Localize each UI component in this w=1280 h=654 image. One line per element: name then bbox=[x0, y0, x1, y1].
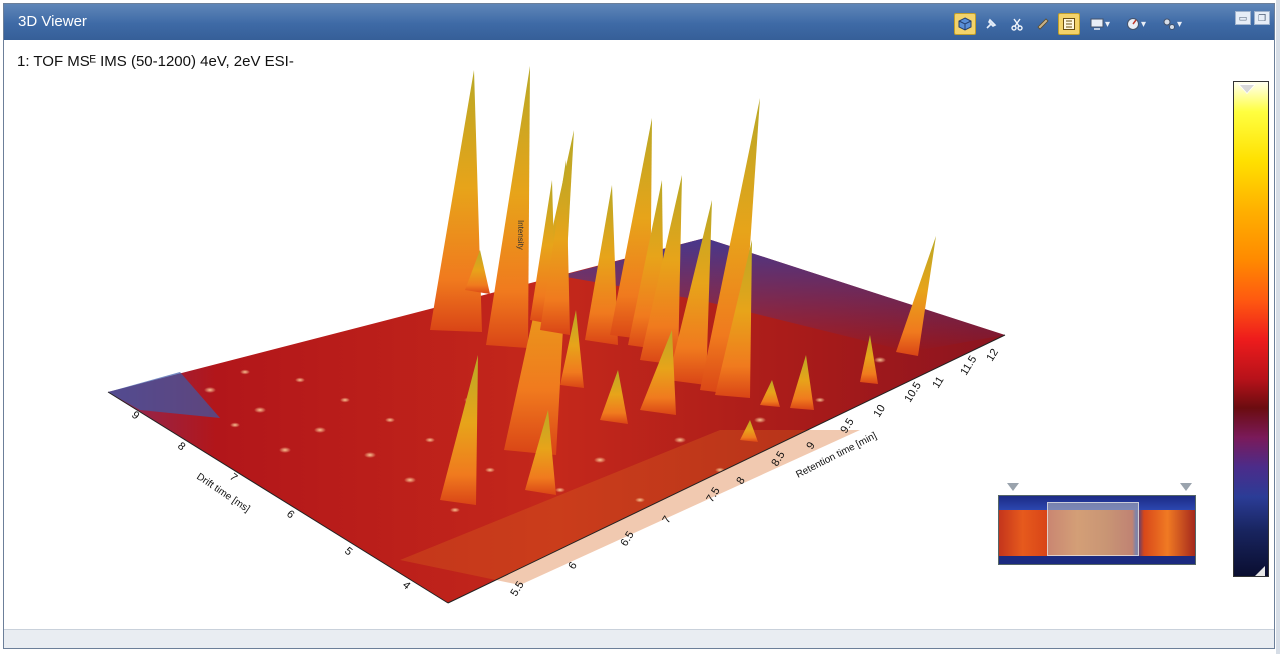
retention-tick: 10 bbox=[871, 403, 888, 420]
retention-tick: 6 bbox=[566, 560, 579, 572]
overview-navigator[interactable] bbox=[998, 495, 1196, 565]
retention-tick: 7 bbox=[660, 514, 673, 526]
peak bbox=[585, 185, 618, 345]
peak bbox=[790, 355, 814, 410]
restore-button[interactable]: ❐ bbox=[1254, 11, 1270, 25]
color-scale-bar[interactable] bbox=[1233, 81, 1269, 577]
drift-tick: 5 bbox=[342, 545, 354, 558]
peaks bbox=[430, 66, 936, 505]
ruler-icon[interactable] bbox=[1032, 13, 1054, 35]
overview-selection-box[interactable] bbox=[1047, 502, 1139, 556]
peak bbox=[465, 250, 490, 294]
peak bbox=[430, 70, 482, 332]
drift-tick: 7 bbox=[227, 471, 239, 484]
peak bbox=[860, 335, 878, 384]
retention-tick: 9 bbox=[804, 440, 817, 452]
peak bbox=[540, 160, 570, 335]
retention-tick: 10.5 bbox=[902, 380, 924, 405]
overview-left-marker-icon[interactable] bbox=[1007, 483, 1019, 491]
peak bbox=[640, 175, 682, 365]
surface-front-band bbox=[400, 430, 860, 585]
status-bar bbox=[4, 629, 1274, 648]
3d-viewer-window: 3D Viewer bbox=[3, 3, 1275, 649]
window-title: 3D Viewer bbox=[18, 13, 87, 30]
peak bbox=[668, 200, 712, 385]
retention-tick: 12 bbox=[984, 347, 1001, 364]
window-controls: ▭ ❐ bbox=[1235, 11, 1270, 25]
drift-tick: 6 bbox=[284, 508, 296, 521]
drift-axis-line bbox=[107, 391, 449, 604]
toolbar bbox=[954, 13, 1188, 35]
peak bbox=[600, 370, 628, 424]
drift-axis-label: Drift time [ms] bbox=[194, 471, 251, 515]
drift-tick: 4 bbox=[400, 579, 412, 592]
data-set-title: 1: TOF MSᴱ IMS (50-1200) 4eV, 2eV ESI- bbox=[17, 53, 294, 70]
retention-tick: 11 bbox=[930, 375, 946, 391]
color-scale-max-handle-inner bbox=[1240, 85, 1254, 93]
intensity-axis-label: Intensity bbox=[516, 220, 525, 250]
peak bbox=[440, 355, 478, 505]
retention-axis-line bbox=[447, 334, 1006, 604]
retention-tick: 11.5 bbox=[958, 354, 979, 378]
overview-bottom-band bbox=[999, 556, 1195, 564]
minimize-button[interactable]: ▭ bbox=[1235, 11, 1251, 25]
peak bbox=[560, 310, 584, 388]
peak bbox=[740, 420, 758, 442]
title-bar: 3D Viewer bbox=[4, 4, 1274, 40]
peak bbox=[896, 236, 936, 356]
surface-speckles bbox=[204, 357, 886, 513]
scissors-icon[interactable] bbox=[1006, 13, 1028, 35]
compass-icon[interactable] bbox=[1120, 13, 1152, 35]
overview-right-marker-icon[interactable] bbox=[1180, 483, 1192, 491]
peak bbox=[525, 410, 556, 495]
right-panel-edge bbox=[1276, 0, 1280, 654]
peak bbox=[715, 240, 752, 398]
peak bbox=[640, 330, 676, 415]
surface-left-edge bbox=[108, 372, 220, 418]
retention-tick: 8 bbox=[734, 475, 747, 487]
3d-cube-icon[interactable] bbox=[954, 13, 976, 35]
peak bbox=[486, 66, 530, 348]
settings-gears-icon[interactable] bbox=[1156, 13, 1188, 35]
color-scale-min-handle-icon[interactable] bbox=[1255, 566, 1265, 576]
drift-tick: 8 bbox=[175, 440, 187, 453]
peak bbox=[760, 380, 780, 407]
drift-tick: 9 bbox=[129, 409, 141, 422]
pin-icon[interactable] bbox=[980, 13, 1002, 35]
display-icon[interactable] bbox=[1084, 13, 1116, 35]
list-view-icon[interactable] bbox=[1058, 13, 1080, 35]
